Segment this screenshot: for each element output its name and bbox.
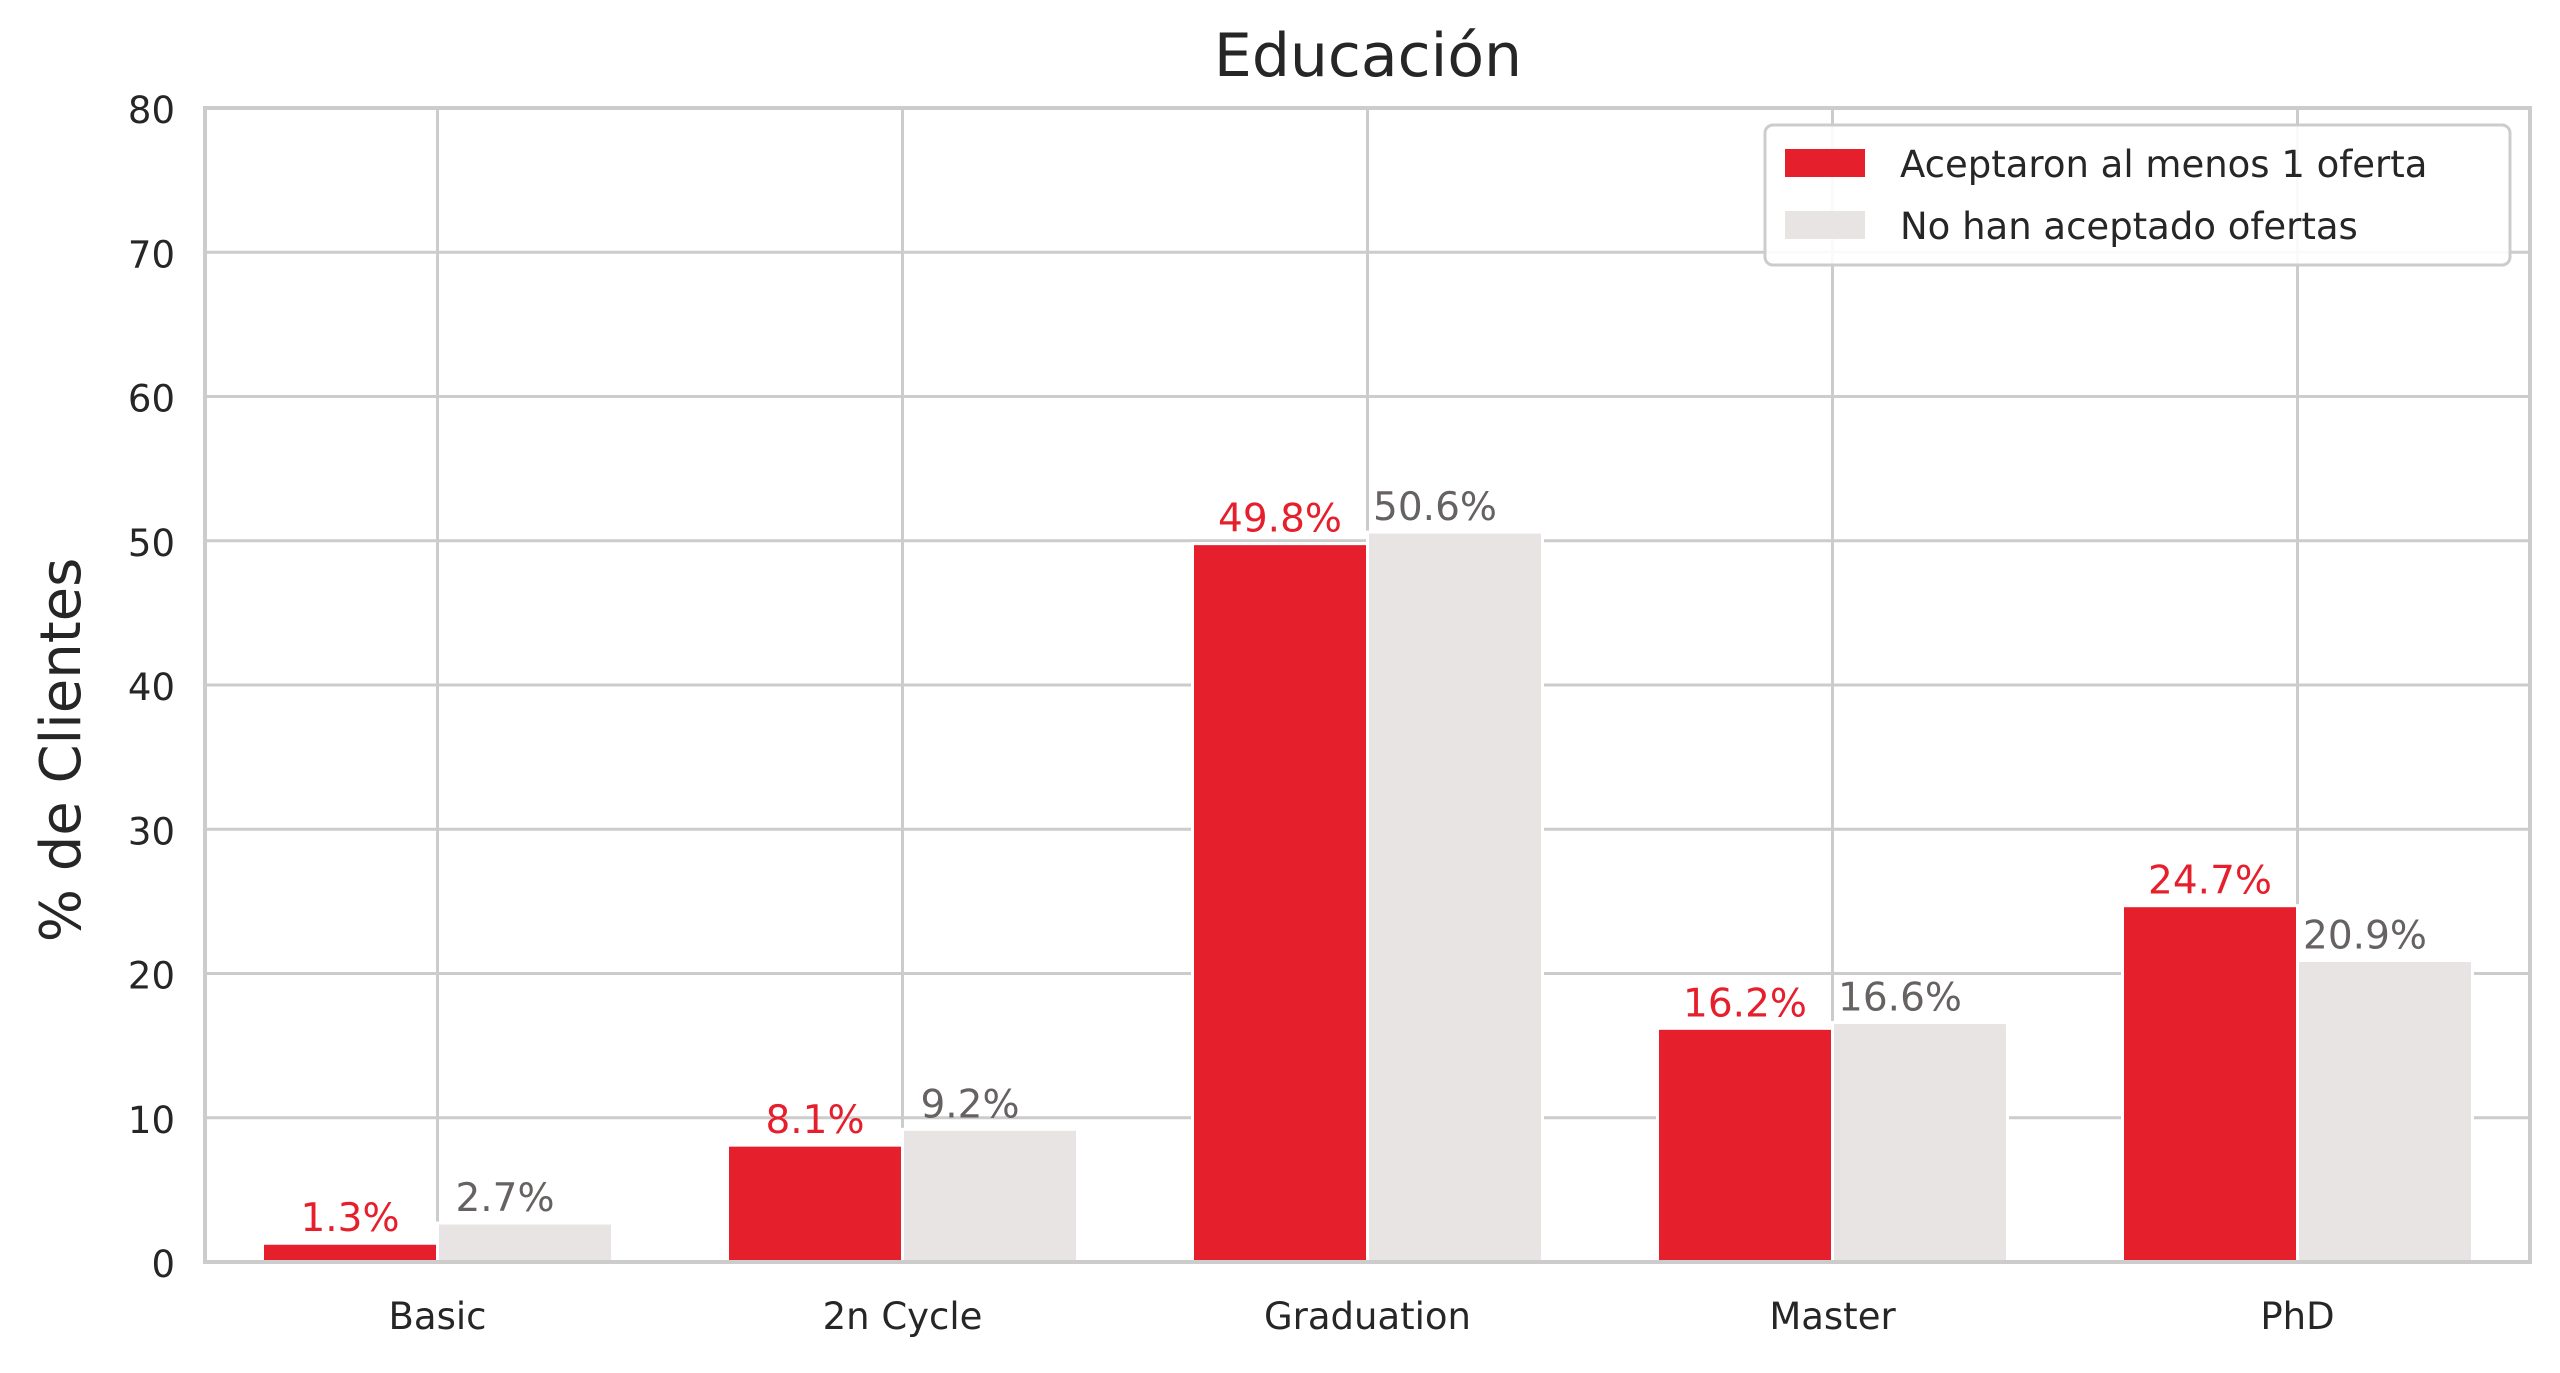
y-tick-labels: 0 10 20 30 40 50 60 70 80 xyxy=(128,89,175,1286)
y-tick-label: 80 xyxy=(128,89,175,132)
y-tick-label: 50 xyxy=(128,522,175,565)
x-tick-label: 2n Cycle xyxy=(823,1295,983,1338)
legend-swatch xyxy=(1785,211,1865,239)
y-tick-label: 20 xyxy=(128,955,175,998)
data-label: 16.6% xyxy=(1838,976,1962,1021)
y-tick-label: 40 xyxy=(128,666,175,709)
bar-master-series-1 xyxy=(1656,1026,1834,1264)
bar-master-series-2 xyxy=(1831,1021,2009,1264)
data-labels: 1.3% 8.1% 49.8% 16.2% 24.7% 2.7% 9.2% 50.6% 16.6… xyxy=(300,485,2427,1241)
y-tick-label: 70 xyxy=(128,233,175,276)
legend-label: Aceptaron al menos 1 oferta xyxy=(1900,143,2427,186)
bar-basic-series-2 xyxy=(436,1221,614,1264)
bar-2n-cycle-series-2 xyxy=(901,1127,1079,1264)
plot-frame xyxy=(203,106,2532,1264)
data-label: 8.1% xyxy=(765,1098,864,1143)
x-tick-labels: Basic 2n Cycle Graduation Master PhD xyxy=(389,1295,2335,1338)
data-label: 16.2% xyxy=(1683,981,1807,1026)
legend-label: No han aceptado ofertas xyxy=(1900,205,2358,248)
x-tick-label: Basic xyxy=(389,1295,487,1338)
bar-2n-cycle-series-1 xyxy=(726,1143,904,1264)
y-axis-label: % de Clientes xyxy=(29,558,94,943)
bars xyxy=(261,530,2474,1264)
data-label: 2.7% xyxy=(455,1176,554,1221)
data-label: 49.8% xyxy=(1218,497,1342,542)
bar-basic-series-1 xyxy=(261,1241,439,1264)
legend-swatch xyxy=(1785,149,1865,177)
y-tick-label: 10 xyxy=(128,1099,175,1142)
bar-phd-series-1 xyxy=(2121,904,2299,1264)
data-label: 9.2% xyxy=(920,1082,1019,1127)
chart-title: Educación xyxy=(1214,21,1522,91)
data-label: 50.6% xyxy=(1373,485,1497,530)
x-tick-label: Master xyxy=(1769,1295,1896,1338)
y-tick-label: 60 xyxy=(128,378,175,421)
legend-box xyxy=(1763,123,2512,267)
data-label: 1.3% xyxy=(300,1196,399,1241)
x-tick-label: PhD xyxy=(2260,1295,2334,1338)
bar-graduation-series-1 xyxy=(1191,542,1369,1264)
data-label: 24.7% xyxy=(2148,859,2272,904)
x-tick-label: Graduation xyxy=(1264,1295,1471,1338)
legend: Aceptaron al menos 1 oferta No han acepta… xyxy=(1763,123,2512,267)
data-label: 20.9% xyxy=(2303,914,2427,959)
bar-graduation-series-2 xyxy=(1366,530,1544,1264)
y-tick-label: 30 xyxy=(128,810,175,853)
bar-phd-series-2 xyxy=(2296,959,2474,1264)
y-tick-label: 0 xyxy=(151,1243,175,1286)
